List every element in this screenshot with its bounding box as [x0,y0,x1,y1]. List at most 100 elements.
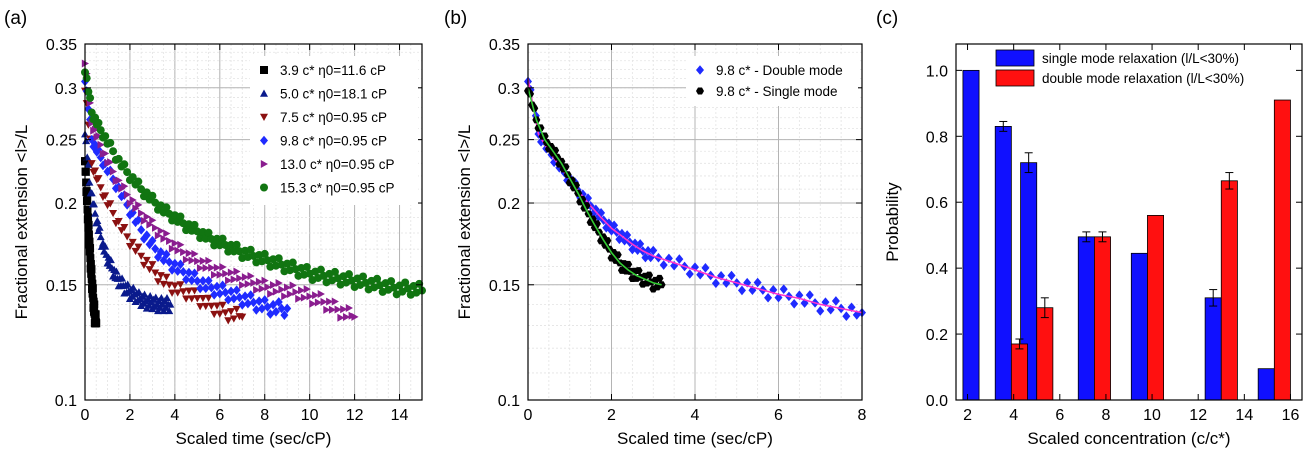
x-tick-label: 10 [1143,407,1161,424]
data-point [182,274,191,285]
fit-line-9-8-c-single-mode [527,87,662,286]
y-tick-label: 0.2 [55,196,77,213]
data-point [182,255,191,264]
data-point [334,305,342,314]
data-point [314,298,323,307]
legend-label: 15.3 c* η0=0.95 cP [280,181,394,196]
data-point [624,260,633,268]
legend-marker [260,160,268,168]
data-point [82,74,91,83]
data-point [342,313,351,322]
data-point [620,235,629,246]
legend-label: single mode relaxation (l/L<30%) [1042,51,1239,66]
data-point [283,303,292,314]
data-point [277,303,286,314]
data-point [134,288,143,296]
data-point [328,305,337,314]
data-point [330,267,339,276]
data-point [146,291,155,300]
data-point [128,173,137,182]
data-point [123,280,132,288]
data-point [253,285,261,294]
data-point [221,287,230,298]
data-point [173,289,182,297]
data-point [166,300,175,308]
x-tick-label: 4 [1009,407,1018,424]
data-point [212,302,221,310]
data-point [96,232,105,241]
data-point [250,278,258,287]
data-point [88,284,97,293]
data-point [227,240,236,249]
data-point [252,305,261,315]
y-tick-label: 1.0 [926,63,948,80]
data-point [634,267,643,275]
data-point [94,145,103,155]
data-point [230,275,238,284]
data-point [134,243,143,251]
data-point [271,306,280,317]
data-point [238,313,247,321]
data-point [81,167,90,176]
data-point [597,208,606,218]
data-point [91,125,100,134]
data-point [112,267,121,275]
legend-marker [260,89,268,97]
data-point [267,289,275,298]
data-point [816,306,825,316]
data-point [617,228,626,239]
data-point [157,293,166,302]
data-point [177,240,185,249]
data-point [101,192,110,200]
data-point [295,294,303,303]
data-point [244,280,252,289]
data-point [316,265,325,274]
data-point [82,178,91,187]
series-double-mode-relaxation-l-l-30 [1010,99,1291,401]
data-point [196,303,205,311]
data-point [646,252,655,263]
data-point [168,265,177,275]
panel-a-x-axis-label: Scaled time (sec/cP) [176,429,332,448]
series-9-8-c-single-mode [524,87,666,293]
panel-a-ticks: 0 2 4 6 8 10 12 14 0.1 0.15 0.2 0.25 0.3 0.35 [46,37,422,424]
panel-a-label: (a) [4,8,27,29]
data-point [623,230,632,240]
legend-label: 9.8 c* - Single mode [716,84,838,99]
data-point [303,285,311,294]
data-point [670,260,679,271]
x-tick-label: 6 [774,407,783,424]
legend-label: double mode relaxation (l/L<30%) [1042,71,1244,86]
data-point [340,305,348,314]
data-point [275,278,283,287]
data-point [185,249,193,258]
data-point [154,231,163,240]
data-point [149,216,157,225]
data-point [207,282,216,293]
panel-c-plot-area [955,43,1303,401]
data-point [87,189,96,197]
data-point [215,288,224,299]
data-point [151,293,160,301]
x-tick-label: 2 [125,407,134,424]
data-point [125,243,134,251]
data-point [101,242,110,250]
data-point [284,283,292,292]
data-point [87,160,96,168]
y-tick-label: 0.1 [55,393,77,410]
data-point [737,285,746,296]
panel-a-y-axis-label: Fractional extension <l>/L [12,125,31,320]
data-point [320,297,328,306]
data-point [83,205,92,214]
data-point [610,220,619,231]
data-point [142,230,151,240]
series-3-9-c-0-11-6-cp [81,157,101,328]
data-point [93,216,102,225]
data-point [146,220,154,229]
data-point [207,302,216,310]
data-point [212,281,221,292]
data-point [302,262,311,271]
data-point [86,93,95,102]
data-point [190,287,199,295]
y-tick-label: 0.1 [498,393,520,410]
